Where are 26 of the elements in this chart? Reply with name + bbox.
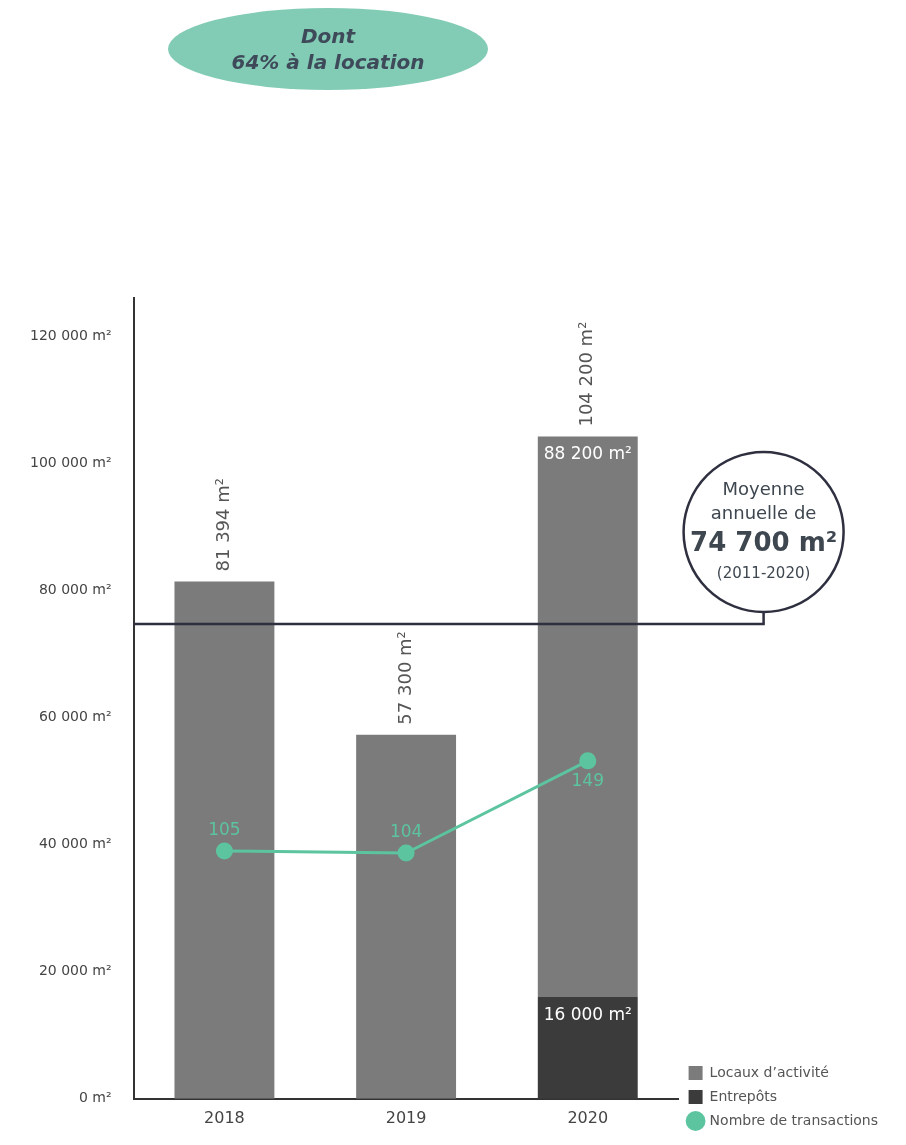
y-tick-label: 60 000 m² — [38, 708, 112, 725]
data-label: 81 394 m² — [212, 478, 234, 572]
legend-label: Locaux d’activité — [709, 1063, 829, 1080]
y-tick-label: 20 000 m² — [38, 962, 112, 979]
data-label: 16 000 m² — [543, 1004, 632, 1025]
y-tick-label: 40 000 m² — [38, 835, 112, 852]
data-label: 88 200 m² — [543, 443, 632, 464]
x-tick-label: 2019 — [385, 1107, 427, 1127]
legend-label: Nombre de transactions — [709, 1111, 878, 1128]
data-label: 57 300 m² — [393, 631, 415, 725]
y-tick-label: 100 000 m² — [30, 453, 112, 470]
text: Dont 64% à la location — [168, 8, 488, 90]
y-tick-label: 80 000 m² — [38, 581, 112, 597]
ref-line-label: Moyenne annuelle de 74 700 m² (2011-2020) — [690, 477, 838, 582]
data-label: 105 — [208, 818, 241, 839]
bar — [174, 581, 275, 1099]
data-label: 149 — [571, 769, 604, 790]
total-label: 104 200 m² — [575, 321, 597, 427]
y-tick-label: 120 000 m² — [30, 326, 112, 343]
x-tick-label: 2020 — [567, 1107, 609, 1127]
legend-label: Entrepôts — [709, 1087, 778, 1104]
y-tick-label: 0 m² — [78, 1089, 112, 1106]
data-label: 104 — [389, 820, 423, 841]
bar — [537, 436, 638, 998]
bar — [356, 734, 457, 1099]
x-tick-label: 2018 — [204, 1107, 245, 1127]
